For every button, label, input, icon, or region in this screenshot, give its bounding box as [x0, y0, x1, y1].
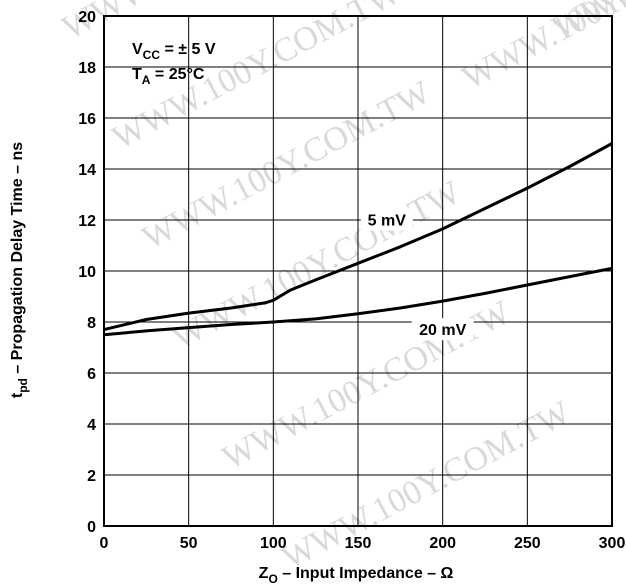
x-tick-label: 100	[260, 535, 287, 552]
y-tick-label: 18	[78, 60, 96, 77]
series-layer: 5 mV 20 mV	[103, 142, 613, 341]
x-axis-label: ZO – Input Impedance – Ω	[259, 565, 454, 584]
svg-text:VCC = ± 5 V: VCC = ± 5 V	[132, 41, 216, 62]
grid	[104, 16, 612, 526]
series-line-20-mv	[103, 266, 613, 337]
x-tick-label: 250	[514, 535, 541, 552]
series-label-bg	[360, 208, 413, 231]
y-tick-label: 4	[87, 417, 96, 434]
plot-frame	[103, 15, 613, 527]
y-tick-label: 20	[78, 9, 96, 26]
x-tick-label: 300	[599, 535, 626, 552]
y-tick-label: 12	[78, 213, 96, 230]
y-axis-label: tpd – Propagation Delay Time – ns	[9, 142, 30, 398]
y-tick-label: 14	[78, 162, 96, 179]
x-tick-label: 150	[345, 535, 372, 552]
x-tick-label: 0	[100, 535, 109, 552]
y-tick-label: 10	[78, 264, 96, 281]
series-label: 20 mV	[419, 322, 466, 339]
vcc-main: V	[132, 41, 143, 58]
series-label-bg	[411, 318, 474, 341]
ta-rest: = 25°C	[150, 66, 204, 83]
series-label: 5 mV	[368, 213, 407, 230]
vcc-rest: = ± 5 V	[160, 41, 216, 58]
series-line-5-mv	[103, 142, 613, 332]
vcc-sub: CC	[143, 48, 161, 62]
y-tick-label: 8	[87, 315, 96, 332]
y-tick-label: 2	[87, 468, 96, 485]
y-tick-label: 16	[78, 111, 96, 128]
y-tick-label: 6	[87, 366, 96, 383]
ta-main: T	[132, 66, 142, 83]
ta-sub: A	[142, 73, 151, 87]
y-tick-label: 0	[87, 519, 96, 536]
x-tick-label: 200	[429, 535, 456, 552]
conditions-legend: VCC = ± 5 V TA = 25°C	[132, 41, 216, 87]
svg-text:TA = 25°C: TA = 25°C	[132, 66, 205, 87]
x-tick-label: 50	[180, 535, 198, 552]
